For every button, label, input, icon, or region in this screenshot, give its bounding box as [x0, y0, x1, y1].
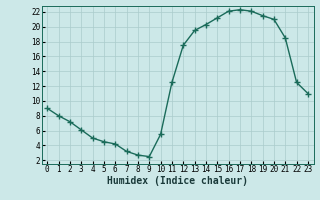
- X-axis label: Humidex (Indice chaleur): Humidex (Indice chaleur): [107, 176, 248, 186]
